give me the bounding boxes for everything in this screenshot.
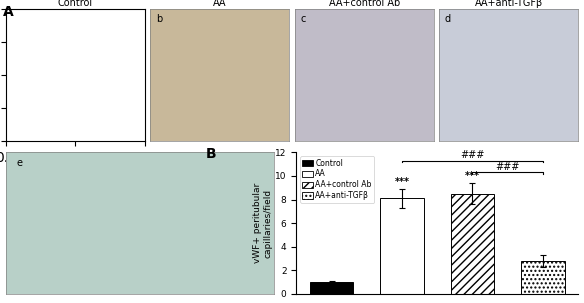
- Title: AA+anti-TGFβ: AA+anti-TGFβ: [475, 0, 543, 8]
- Title: Control: Control: [58, 0, 93, 8]
- Legend: Control, AA, AA+control Ab, AA+anti-TGFβ: Control, AA, AA+control Ab, AA+anti-TGFβ: [300, 156, 374, 202]
- Text: ###: ###: [460, 150, 485, 160]
- Text: a: a: [12, 14, 18, 24]
- Bar: [380, 198, 424, 294]
- Text: c: c: [300, 14, 305, 24]
- Text: B: B: [206, 147, 217, 161]
- Text: ***: ***: [465, 171, 480, 181]
- Bar: [521, 261, 565, 294]
- Title: AA+control Ab: AA+control Ab: [329, 0, 400, 8]
- Text: ***: ***: [395, 177, 409, 187]
- Bar: [310, 282, 353, 294]
- Text: d: d: [445, 14, 451, 24]
- Y-axis label: vWF+ peritubular
capillaries/field: vWF+ peritubular capillaries/field: [253, 183, 272, 263]
- Title: AA: AA: [213, 0, 227, 8]
- Text: ###: ###: [495, 162, 520, 172]
- Text: A: A: [3, 5, 13, 18]
- Text: b: b: [156, 14, 162, 24]
- Text: e: e: [16, 158, 23, 168]
- Bar: [451, 194, 494, 294]
